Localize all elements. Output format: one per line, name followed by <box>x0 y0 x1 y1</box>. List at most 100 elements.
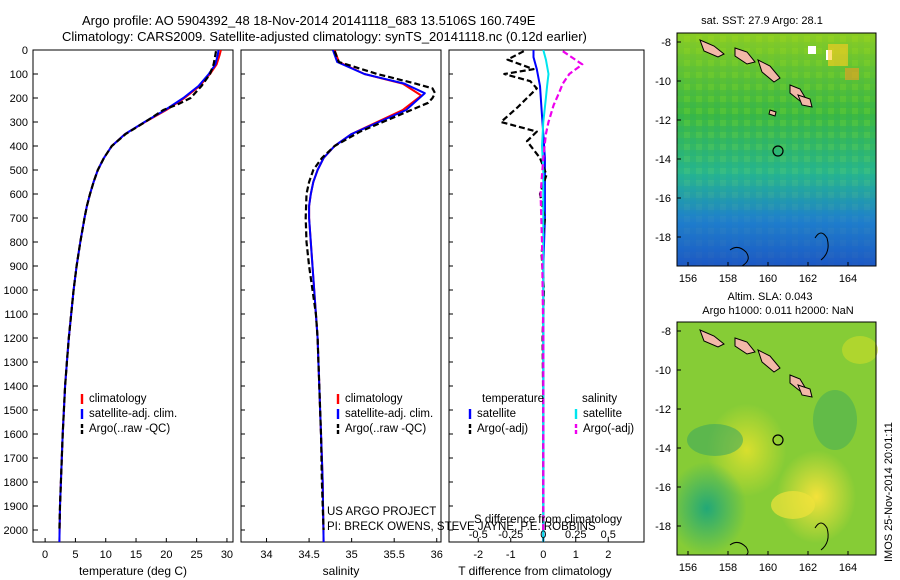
depth-tick-label: 400 <box>10 141 28 153</box>
figure-title-line-2: Climatology: CARS2009. Satellite-adjuste… <box>62 29 587 44</box>
difference-x-tick-label: -1 <box>506 549 516 561</box>
salinity-x-tick-label: 34.5 <box>298 549 319 561</box>
salinity-panel-frame <box>240 49 442 543</box>
temperature-x-tick-label: 10 <box>100 549 112 561</box>
sst-map <box>676 32 877 267</box>
difference-x-tick-label: 1 <box>573 549 579 561</box>
salinity-x-tick-label: 35 <box>346 549 358 561</box>
legend-0-1-label: satellite-adj. clim. <box>89 408 177 420</box>
map-y-tick-label: -16 <box>655 193 671 205</box>
credits-pis: PI: BRECK OWENS, STEVE JAYNE, P.E. ROBBI… <box>327 521 596 533</box>
depth-tick-label: 1000 <box>4 285 28 297</box>
sla-map <box>676 321 878 556</box>
temperature-x-tick-label: 0 <box>42 549 48 561</box>
depth-tick-label: 1800 <box>4 477 28 489</box>
temperature-x-tick-label: 15 <box>130 549 142 561</box>
map-y-tick-label: -18 <box>655 232 671 244</box>
depth-tick-label: 1100 <box>4 309 28 321</box>
map-x-tick-label: 156 <box>679 562 697 574</box>
difference-x-tick-label: -2 <box>473 549 483 561</box>
legend-diff-temperature-0-label: satellite <box>477 408 516 420</box>
map-ticks: 156 158 160 162 164 -8 -10 -12 -14 -16 -18 156 158 16… <box>655 37 857 574</box>
difference-x-tick-label: 2 <box>605 549 611 561</box>
salinity-x-tick-label: 36 <box>431 549 443 561</box>
temperature-panel-frame <box>32 49 234 543</box>
depth-tick-label: 900 <box>10 261 28 273</box>
imos-timestamp: IMOS 25-Nov-2014 20:01:11 <box>883 422 895 562</box>
t-diff-xlabel: T difference from climatology <box>458 564 612 578</box>
depth-tick-label: 2000 <box>4 525 28 537</box>
depth-tick-label: 1300 <box>4 357 28 369</box>
difference-panel-frame <box>448 49 645 543</box>
legend-1-1-label: satellite-adj. clim. <box>345 408 433 420</box>
map-x-tick-label: 160 <box>759 562 777 574</box>
map-x-tick-label: 164 <box>839 562 857 574</box>
salinity-x-tick-label: 35.5 <box>383 549 404 561</box>
s-diff-tick-label: 0.25 <box>565 529 586 541</box>
temperature-plot <box>58 50 222 542</box>
map-x-tick-label: 162 <box>799 562 817 574</box>
sla-argo-marker <box>772 434 784 446</box>
map-x-tick-label: 164 <box>839 273 857 285</box>
legend-diff-salinity-1-label: Argo(-adj) <box>583 423 634 435</box>
temperature-xlabel: temperature (deg C) <box>79 564 187 578</box>
depth-tick-label: 800 <box>10 237 28 249</box>
map-y-tick-label: -18 <box>655 521 671 533</box>
map-y-tick-label: -8 <box>661 37 671 49</box>
depth-tick-label: 1900 <box>4 501 28 513</box>
map-y-tick-label: -10 <box>655 76 671 88</box>
depth-tick-label: 1700 <box>4 453 28 465</box>
depth-tick-label: 600 <box>10 189 28 201</box>
map-x-tick-label: 162 <box>799 273 817 285</box>
s-diff-tick-label: -0.5 <box>469 529 488 541</box>
depth-tick-label: 200 <box>10 93 28 105</box>
sla-islands <box>699 329 813 398</box>
legend-0-0-label: climatology <box>89 393 147 405</box>
legend-0-2-label: Argo(..raw -QC) <box>89 423 170 435</box>
salinity-series-argo-raw-qc- <box>304 50 437 531</box>
salinity-plot <box>304 50 437 542</box>
s-diff-tick-label: -0.25 <box>498 529 523 541</box>
depth-tick-label: 0 <box>22 45 28 57</box>
map-y-tick-label: -14 <box>655 443 671 455</box>
depth-tick-label: 300 <box>10 117 28 129</box>
legend-diff-salinity-0-label: satellite <box>583 408 622 420</box>
map-x-tick-label: 158 <box>719 562 737 574</box>
legend-group-salinity: salinity <box>582 393 617 405</box>
map-y-tick-label: -8 <box>661 326 671 338</box>
depth-tick-label: 1500 <box>4 405 28 417</box>
difference-series-argo-adj--salinity <box>539 50 584 530</box>
difference-plot <box>499 50 584 542</box>
map-y-tick-label: -16 <box>655 482 671 494</box>
legend-diff-temperature-1-label: Argo(-adj) <box>477 423 528 435</box>
s-diff-xlabel: S difference from climatology <box>474 514 622 526</box>
map-y-tick-label: -14 <box>655 154 671 166</box>
map-y-tick-label: -10 <box>655 365 671 377</box>
sst-map-title: sat. SST: 27.9 Argo: 28.1 <box>701 15 823 27</box>
temperature-x-tick-label: 20 <box>160 549 172 561</box>
difference-x-tick-label: 0 <box>540 549 546 561</box>
depth-tick-label: 1600 <box>4 429 28 441</box>
legends-layer: climatology satellite-adj. clim. Argo(..ra… <box>80 393 634 435</box>
salinity-xlabel: salinity <box>323 564 360 578</box>
map-x-tick-label: 158 <box>719 273 737 285</box>
legend-group-temperature: temperature <box>482 393 544 405</box>
s-diff-tick-label: 0.5 <box>601 529 616 541</box>
sla-map-title-1: Altim. SLA: 0.043 <box>728 291 813 303</box>
s-diff-tick-label: 0 <box>540 529 546 541</box>
depth-tick-label: 700 <box>10 213 28 225</box>
map-x-tick-label: 160 <box>759 273 777 285</box>
sla-map-title-2: Argo h1000: 0.011 h2000: NaN <box>702 305 854 317</box>
depth-tick-label: 100 <box>10 69 28 81</box>
map-y-tick-label: -12 <box>655 115 671 127</box>
salinity-x-tick-label: 34 <box>260 549 272 561</box>
temperature-x-tick-label: 25 <box>191 549 203 561</box>
legend-1-0-label: climatology <box>345 393 403 405</box>
depth-tick-label: 500 <box>10 165 28 177</box>
legend-1-2-label: Argo(..raw -QC) <box>345 423 426 435</box>
sst-argo-marker <box>772 145 784 157</box>
sst-islands <box>699 39 813 117</box>
depth-tick-label: 1200 <box>4 333 28 345</box>
credits-project: US ARGO PROJECT <box>327 506 436 518</box>
